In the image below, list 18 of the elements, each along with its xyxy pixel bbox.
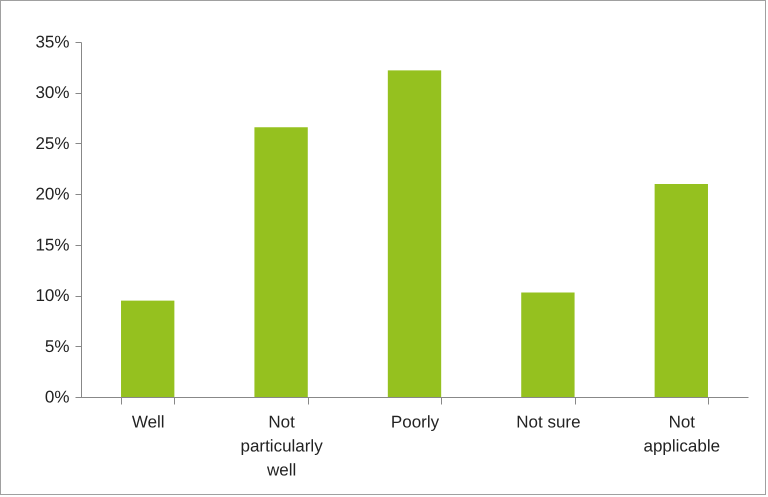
x-tick-label: Not particularly well [240, 412, 324, 480]
y-tick-label: 20% [35, 184, 70, 204]
bar [521, 292, 575, 397]
x-tick-label: Well [132, 412, 165, 432]
x-tick-label: Not applicable [644, 412, 720, 456]
y-tick-label: 5% [44, 336, 70, 356]
y-tick-label: 15% [35, 235, 70, 254]
y-tick-label: 35% [35, 32, 70, 52]
x-tick-label: Poorly [390, 412, 440, 432]
bar [254, 127, 308, 397]
y-tick-label: 30% [35, 83, 70, 102]
y-tick-label: 0% [44, 388, 70, 406]
y-tick-label: 10% [35, 286, 70, 306]
y-tick-label: 25% [35, 134, 70, 153]
bar [388, 70, 442, 397]
bar [121, 300, 174, 397]
bar [654, 184, 708, 397]
x-tick-label: Not sure [516, 412, 581, 432]
